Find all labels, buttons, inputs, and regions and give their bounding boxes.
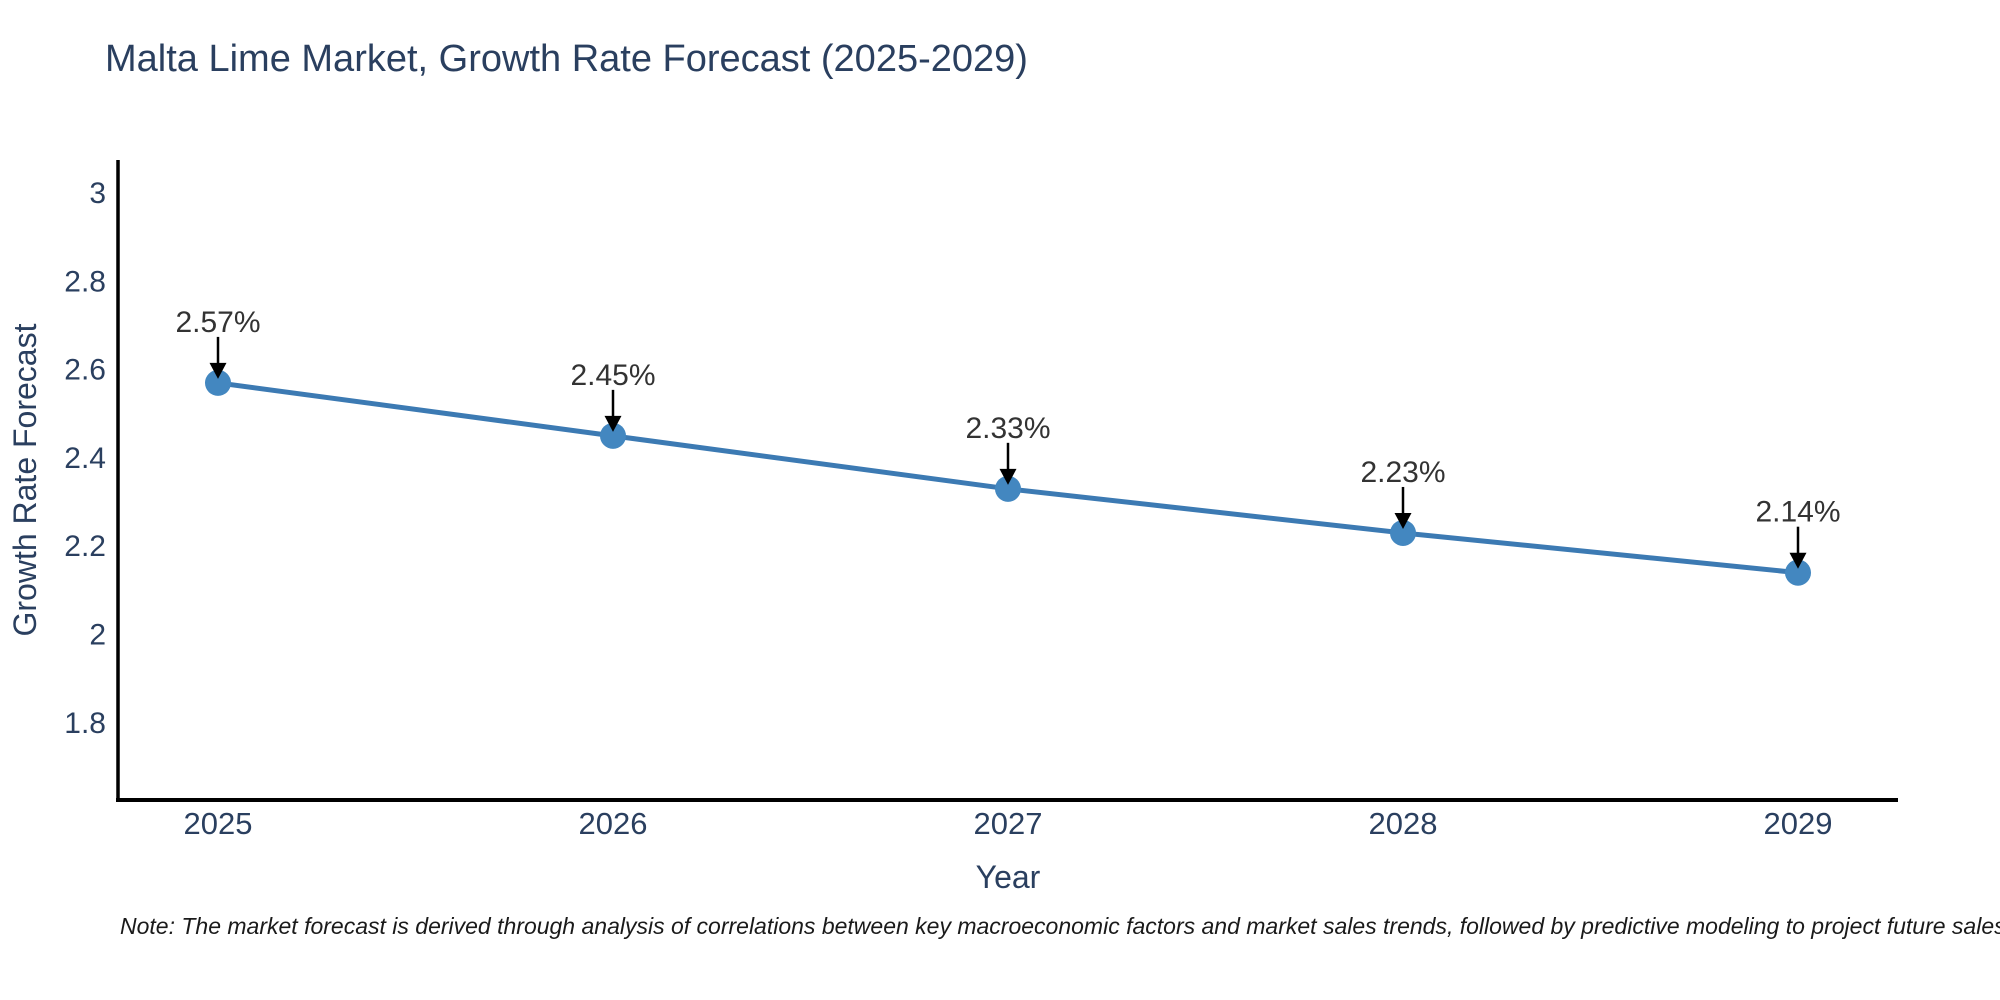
data-point-marker (600, 422, 626, 449)
data-point-label: 2.23% (1360, 456, 1445, 489)
x-tick-label: 2025 (184, 806, 253, 841)
annotation-arrowhead-icon (1394, 512, 1412, 529)
data-point-label: 2.57% (175, 306, 260, 339)
data-point-label: 2.33% (965, 412, 1050, 445)
chart-title: Malta Lime Market, Growth Rate Forecast … (105, 38, 1028, 80)
y-tick-label: 3 (89, 177, 106, 210)
y-tick-label: 2.6 (64, 354, 106, 387)
x-tick-label: 2028 (1369, 806, 1438, 841)
annotation-arrowhead-icon (604, 415, 622, 432)
y-tick-label: 2.2 (64, 530, 106, 563)
y-tick-label: 1.8 (64, 707, 106, 740)
x-tick-label: 2027 (974, 806, 1043, 841)
x-axis-title: Year (976, 859, 1041, 895)
y-axis-title: Growth Rate Forecast (7, 323, 43, 636)
annotation-arrowhead-icon (209, 362, 227, 379)
y-tick-label: 2.4 (64, 442, 106, 475)
data-point-marker (1785, 559, 1811, 586)
x-tick-label: 2029 (1764, 806, 1833, 841)
y-tick-label: 2.8 (64, 265, 106, 298)
data-point-marker (205, 369, 231, 396)
data-point-label: 2.45% (570, 359, 655, 392)
y-tick-label: 2 (89, 618, 106, 651)
footnote: Note: The market forecast is derived thr… (120, 913, 2000, 939)
data-point-label: 2.14% (1755, 496, 1840, 529)
annotation-arrowhead-icon (999, 468, 1017, 485)
data-point-marker (1390, 519, 1416, 546)
annotation-arrowhead-icon (1789, 552, 1807, 569)
x-tick-label: 2026 (579, 806, 648, 841)
data-point-marker (995, 475, 1021, 502)
